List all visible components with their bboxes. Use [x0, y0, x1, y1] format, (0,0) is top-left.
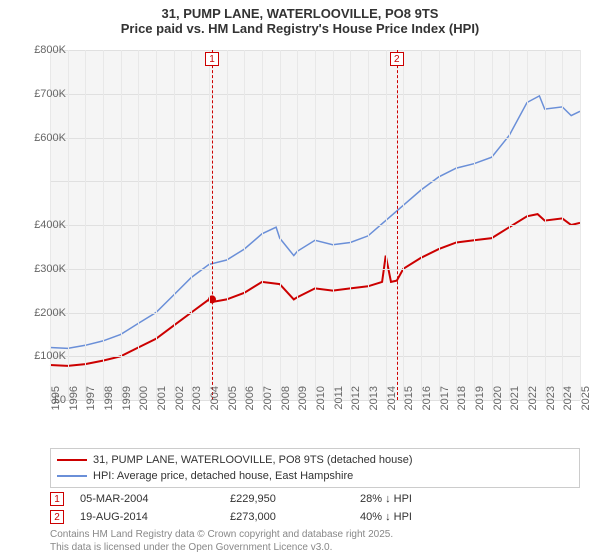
y-tick-label: £100K — [6, 350, 66, 362]
legend-label: HPI: Average price, detached house, East… — [93, 470, 353, 482]
x-tick-label: 2005 — [227, 386, 239, 426]
legend-item: 31, PUMP LANE, WATERLOOVILLE, PO8 9TS (d… — [57, 452, 573, 468]
sale-row-delta: 28% ↓ HPI — [360, 493, 480, 505]
legend-item: HPI: Average price, detached house, East… — [57, 468, 573, 484]
x-tick-label: 2025 — [580, 386, 592, 426]
title-line-1: 31, PUMP LANE, WATERLOOVILLE, PO8 9TS — [0, 6, 600, 21]
legend-swatch — [57, 459, 87, 461]
sale-row-badge: 2 — [50, 510, 64, 524]
x-tick-label: 2012 — [350, 386, 362, 426]
x-tick-label: 2001 — [156, 386, 168, 426]
footer-line-1: Contains HM Land Registry data © Crown c… — [50, 528, 580, 541]
sale-row-price: £273,000 — [230, 511, 360, 523]
x-tick-label: 2017 — [439, 386, 451, 426]
sale-row: 2 19-AUG-2014£273,00040% ↓ HPI — [50, 508, 580, 526]
legend-swatch — [57, 475, 87, 477]
x-tick-label: 2009 — [297, 386, 309, 426]
x-tick-label: 2010 — [315, 386, 327, 426]
title-line-2: Price paid vs. HM Land Registry's House … — [0, 21, 600, 36]
plot-area: 12 — [50, 50, 580, 400]
x-tick-label: 2015 — [403, 386, 415, 426]
x-tick-label: 2023 — [545, 386, 557, 426]
sale-row-badge: 1 — [50, 492, 64, 506]
x-tick-label: 2008 — [280, 386, 292, 426]
x-tick-label: 2004 — [209, 386, 221, 426]
sale-row-date: 05-MAR-2004 — [80, 493, 230, 505]
x-tick-label: 2014 — [386, 386, 398, 426]
x-tick-label: 1997 — [85, 386, 97, 426]
x-tick-label: 2019 — [474, 386, 486, 426]
sale-marker-badge: 2 — [390, 52, 404, 66]
x-tick-label: 2022 — [527, 386, 539, 426]
y-tick-label: £400K — [6, 219, 66, 231]
sale-row-price: £229,950 — [230, 493, 360, 505]
title-block: 31, PUMP LANE, WATERLOOVILLE, PO8 9TS Pr… — [0, 0, 600, 36]
x-tick-label: 2020 — [492, 386, 504, 426]
x-tick-label: 2002 — [174, 386, 186, 426]
y-tick-label: £600K — [6, 132, 66, 144]
y-tick-label: £300K — [6, 263, 66, 275]
sale-row-date: 19-AUG-2014 — [80, 511, 230, 523]
sale-row: 1 05-MAR-2004£229,95028% ↓ HPI — [50, 490, 580, 508]
sale-marker-line — [397, 50, 398, 400]
x-tick-label: 2007 — [262, 386, 274, 426]
x-tick-label: 2003 — [191, 386, 203, 426]
x-tick-label: 1996 — [68, 386, 80, 426]
x-tick-label: 1995 — [50, 386, 62, 426]
x-tick-label: 1999 — [121, 386, 133, 426]
footer-line-2: This data is licensed under the Open Gov… — [50, 541, 580, 554]
legend-label: 31, PUMP LANE, WATERLOOVILLE, PO8 9TS (d… — [93, 454, 413, 466]
chart-container: 31, PUMP LANE, WATERLOOVILLE, PO8 9TS Pr… — [0, 0, 600, 560]
footer: Contains HM Land Registry data © Crown c… — [50, 528, 580, 554]
x-tick-label: 1998 — [103, 386, 115, 426]
y-tick-label: £700K — [6, 88, 66, 100]
sale-marker-badge: 1 — [205, 52, 219, 66]
x-tick-label: 2021 — [509, 386, 521, 426]
sale-row-delta: 40% ↓ HPI — [360, 511, 480, 523]
x-tick-label: 2018 — [456, 386, 468, 426]
y-tick-label: £800K — [6, 44, 66, 56]
x-tick-label: 2024 — [562, 386, 574, 426]
sales-table: 1 05-MAR-2004£229,95028% ↓ HPI 2 19-AUG-201… — [50, 490, 580, 526]
x-tick-label: 2016 — [421, 386, 433, 426]
x-tick-label: 2000 — [138, 386, 150, 426]
y-tick-label: £200K — [6, 307, 66, 319]
legend: 31, PUMP LANE, WATERLOOVILLE, PO8 9TS (d… — [50, 448, 580, 488]
sale-marker-line — [212, 50, 213, 400]
x-tick-label: 2013 — [368, 386, 380, 426]
x-tick-label: 2006 — [244, 386, 256, 426]
x-tick-label: 2011 — [333, 386, 345, 426]
